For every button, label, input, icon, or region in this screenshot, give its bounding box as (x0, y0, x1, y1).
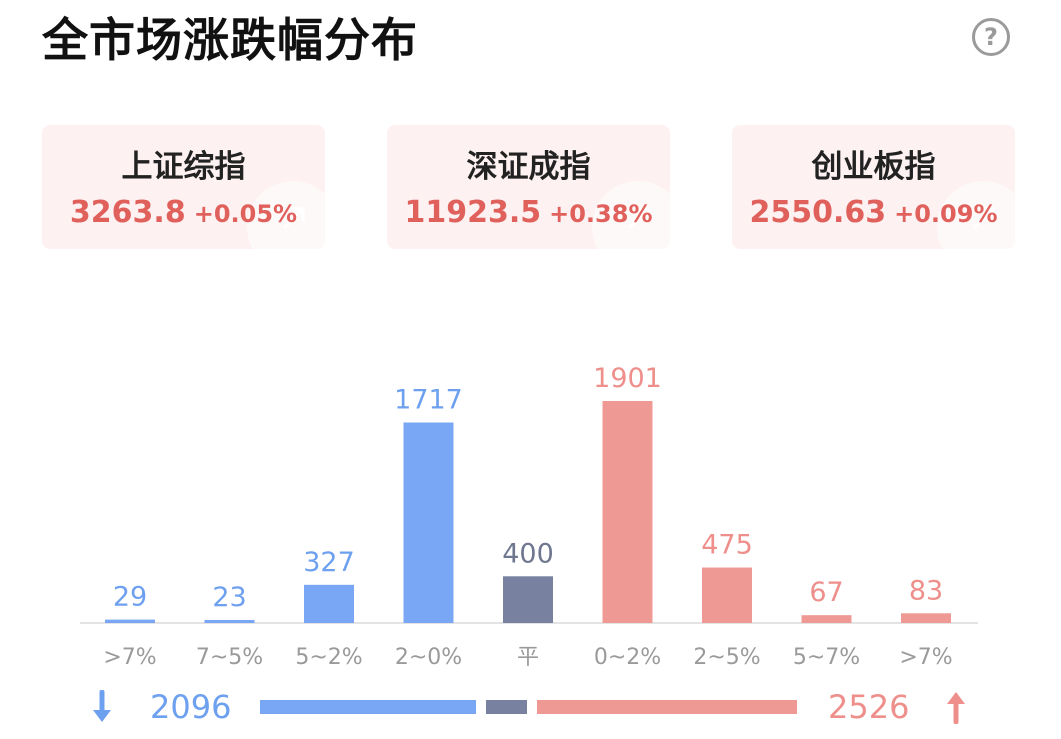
index-change: +0.05% (193, 200, 298, 228)
bar-1 (204, 620, 255, 623)
index-name: 创业板指 (811, 149, 936, 185)
bar-6 (702, 567, 752, 623)
trend-up-icon (283, 207, 305, 229)
bar-2 (304, 584, 354, 623)
data-label-8: 83 (909, 575, 943, 606)
tick-label-3: 2~0% (395, 645, 462, 670)
data-label-7: 67 (809, 577, 843, 608)
data-label-5: 1901 (593, 363, 662, 394)
tick-label-8: >7% (899, 645, 952, 670)
tick-label-0: >7% (103, 645, 156, 670)
index-change: +0.38% (549, 200, 653, 228)
trend-up-icon (628, 207, 650, 229)
bar-0 (105, 619, 155, 623)
ratio-bar-up (536, 700, 797, 714)
ratio-bar-flat (485, 700, 527, 714)
bar-5 (602, 401, 653, 623)
data-label-0: 29 (113, 582, 147, 613)
index-value: 3263.8 (69, 195, 186, 230)
index-value: 11923.5 (404, 195, 542, 230)
data-label-3: 1717 (394, 384, 463, 415)
tick-label-6: 2~5% (693, 645, 760, 670)
page-title: 全市场涨跌幅分布 (42, 13, 418, 67)
bar-4 (503, 576, 553, 623)
index-card-chinext[interactable]: 创业板指 2550.63 +0.09% (732, 125, 1015, 249)
trend-up-icon (973, 207, 995, 229)
index-card-shenzhen[interactable]: 深证成指 11923.5 +0.38% (387, 125, 670, 249)
bar-7 (801, 615, 852, 623)
index-card-shanghai[interactable]: 上证综指 3263.8 +0.05% (42, 125, 325, 249)
index-name: 上证综指 (121, 149, 246, 185)
tick-label-4: 平 (517, 645, 539, 670)
up-total: 2526 (828, 688, 910, 726)
tick-label-2: 5~2% (295, 645, 362, 670)
help-icon[interactable]: ? (972, 18, 1010, 56)
index-name: 深证成指 (466, 149, 591, 185)
tick-label-5: 0~2% (594, 645, 661, 670)
data-label-2: 327 (303, 547, 355, 578)
tick-label-1: 7~5% (196, 645, 263, 670)
data-label-4: 400 (502, 538, 554, 569)
arrow-up-icon (947, 692, 965, 724)
arrow-down-icon (93, 690, 111, 722)
ratio-bar-down (260, 700, 476, 714)
index-value: 2550.63 (749, 195, 887, 230)
index-change: +0.09% (894, 200, 998, 228)
data-label-1: 23 (212, 582, 246, 613)
bar-3 (403, 422, 454, 623)
data-label-6: 475 (701, 530, 753, 561)
bar-8 (901, 613, 951, 623)
down-total: 2096 (150, 688, 232, 726)
tick-label-7: 5~7% (793, 645, 860, 670)
